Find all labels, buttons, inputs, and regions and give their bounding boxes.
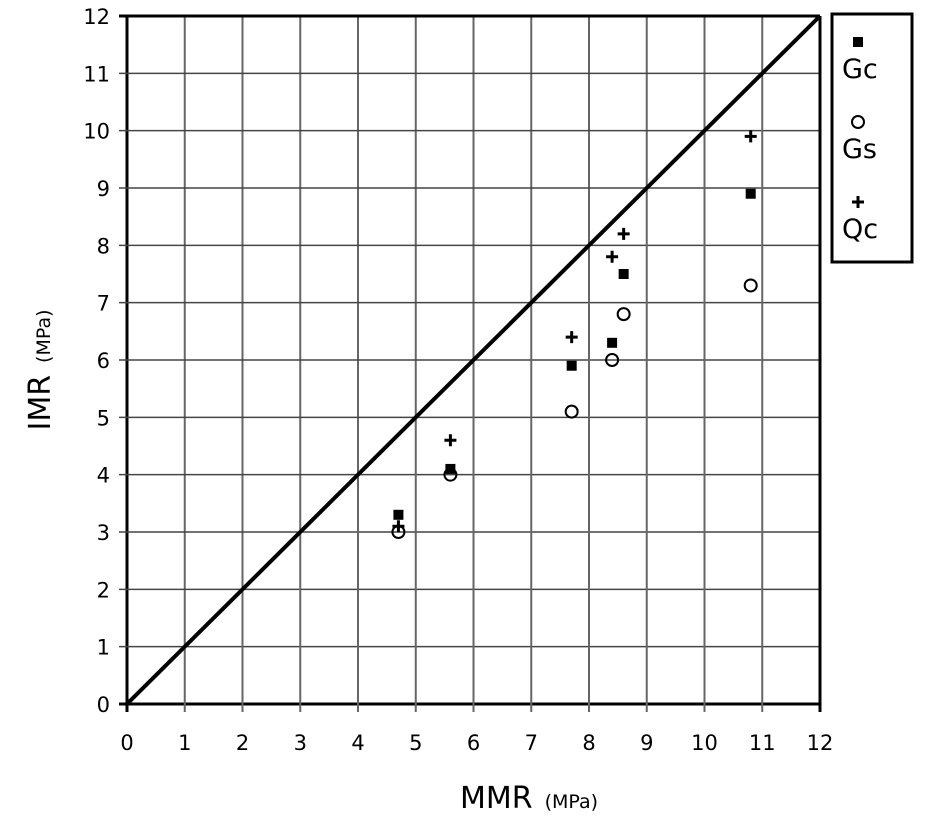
y-tick-label: 12 bbox=[83, 5, 110, 29]
legend-marker-gs bbox=[851, 115, 865, 129]
y-tick-label: 5 bbox=[97, 406, 110, 430]
data-point-gs bbox=[743, 278, 758, 293]
legend: Gc Gs Qc bbox=[830, 12, 914, 264]
legend-label-gs: Gs bbox=[842, 134, 877, 165]
reference-line-y-equals-x bbox=[125, 14, 822, 706]
x-tick-label: 11 bbox=[749, 731, 776, 755]
x-axis-label: MMR (MPa) bbox=[460, 781, 598, 816]
legend-label-qc: Qc bbox=[842, 214, 878, 245]
x-tick-label: 0 bbox=[120, 731, 133, 755]
legend-box bbox=[830, 12, 914, 264]
y-tick-label: 7 bbox=[97, 292, 110, 316]
y-tick-label: 0 bbox=[97, 693, 110, 717]
y-tick-label: 11 bbox=[83, 62, 110, 86]
y-tick-label: 10 bbox=[83, 120, 110, 144]
data-point-gc bbox=[566, 360, 577, 371]
data-point-qc bbox=[617, 227, 630, 240]
y-tick-label: 9 bbox=[97, 177, 110, 201]
y-tick-label: 3 bbox=[97, 521, 110, 545]
x-tick-label: 2 bbox=[236, 731, 249, 755]
legend-label-gc: Gc bbox=[842, 54, 878, 85]
data-point-gc bbox=[618, 269, 629, 279]
data-point-gs bbox=[564, 404, 579, 419]
data-point-gs bbox=[443, 467, 458, 482]
y-tick-label: 4 bbox=[97, 464, 110, 488]
data-point-qc bbox=[744, 130, 757, 143]
x-tick-label: 10 bbox=[691, 731, 718, 755]
data-point-gs bbox=[616, 307, 631, 322]
data-point-gc bbox=[745, 188, 756, 199]
data-point-qc bbox=[606, 250, 619, 263]
data-points bbox=[391, 130, 758, 539]
x-tick-label: 7 bbox=[525, 731, 538, 755]
x-tick-label: 3 bbox=[294, 731, 307, 755]
x-tick-label: 5 bbox=[409, 731, 422, 755]
y-tick-label: 6 bbox=[97, 349, 110, 373]
x-tick-label: 12 bbox=[807, 731, 834, 755]
y-tick-label: 2 bbox=[97, 578, 110, 602]
x-tick-label: 8 bbox=[582, 731, 595, 755]
grid bbox=[119, 14, 822, 712]
y-axis-label: IMR(MPa) bbox=[23, 309, 58, 430]
x-tick-label: 6 bbox=[467, 731, 480, 755]
data-point-qc bbox=[565, 331, 578, 344]
legend-marker-gc bbox=[853, 37, 863, 47]
x-tick-label: 9 bbox=[640, 731, 653, 755]
x-tick-label: 4 bbox=[351, 731, 364, 755]
x-tick-label: 1 bbox=[178, 731, 191, 755]
data-point-gc bbox=[607, 337, 618, 348]
data-point-qc bbox=[392, 520, 405, 533]
data-point-qc bbox=[444, 434, 457, 447]
y-tick-label: 1 bbox=[97, 636, 110, 660]
legend-marker-qc bbox=[852, 196, 864, 208]
y-tick-label: 8 bbox=[97, 234, 110, 258]
data-point-gc bbox=[393, 509, 404, 520]
data-point-gs bbox=[605, 353, 620, 367]
